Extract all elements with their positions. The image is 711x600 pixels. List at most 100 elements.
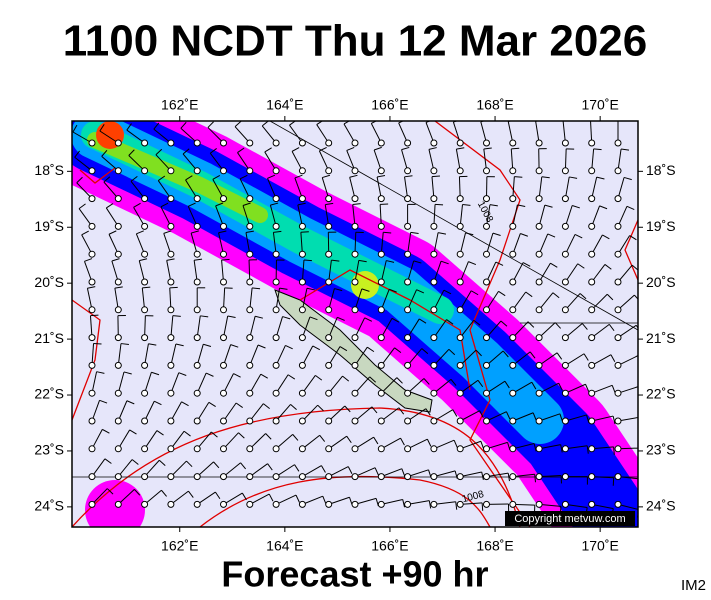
barb-staff <box>458 176 461 199</box>
barb-staff <box>590 121 593 144</box>
barb-staff <box>300 232 303 255</box>
station <box>377 500 385 508</box>
barb-staff <box>564 176 570 199</box>
barb-flag <box>639 479 640 487</box>
station <box>351 500 359 508</box>
station <box>88 445 96 453</box>
barb-flag <box>517 204 526 208</box>
barb-staff <box>117 371 125 394</box>
barb-flag <box>446 319 454 325</box>
station <box>456 445 464 453</box>
station <box>561 195 569 203</box>
barb-flag <box>480 441 485 449</box>
station <box>141 473 149 481</box>
barb-flag <box>209 148 217 154</box>
barb-flag <box>470 290 479 296</box>
station <box>614 195 622 203</box>
station <box>483 195 490 203</box>
barb-flag <box>205 372 214 377</box>
station <box>193 278 201 286</box>
station <box>483 500 490 508</box>
station <box>246 389 254 397</box>
station <box>88 167 96 175</box>
barb-staff <box>328 405 346 422</box>
station <box>535 306 543 314</box>
barb-flag <box>579 293 587 300</box>
barb-flag <box>291 147 300 152</box>
barb-staff <box>86 288 93 310</box>
station <box>404 195 412 203</box>
barb-flag <box>322 174 331 179</box>
title: 1100 NCDT Thu 12 Mar 2026 <box>63 17 647 66</box>
barb-flag <box>522 262 531 267</box>
barb-flag <box>533 443 537 452</box>
barb-flag <box>423 378 430 385</box>
station <box>456 306 464 314</box>
barb-flag <box>290 404 297 411</box>
barb-flag <box>367 346 375 353</box>
station <box>141 417 149 425</box>
barb-staff <box>376 176 382 199</box>
barb-staff <box>407 438 428 450</box>
barb-flag <box>560 444 563 453</box>
station <box>430 500 438 508</box>
station <box>535 445 543 453</box>
barb-staff <box>144 430 158 450</box>
station <box>193 222 201 230</box>
station <box>272 334 280 342</box>
barb-flag <box>139 258 148 262</box>
barb-flag <box>635 325 638 329</box>
barb-staff <box>433 348 450 366</box>
station <box>88 500 96 508</box>
barb-staff <box>144 489 162 505</box>
barb-staff <box>433 261 442 283</box>
barb-staff <box>111 260 119 283</box>
barb-flag <box>349 174 358 178</box>
station <box>588 473 596 481</box>
barb-staff <box>354 288 363 310</box>
station <box>298 306 306 314</box>
y-tick-label: 23˚S <box>34 442 64 458</box>
barb-flag <box>218 230 227 234</box>
barb-staff <box>328 346 341 366</box>
station <box>220 306 227 314</box>
barb-flag <box>344 405 351 413</box>
station <box>298 278 306 286</box>
barb-staff <box>459 204 463 227</box>
barb-staff <box>538 205 546 227</box>
barb-flag <box>129 429 137 435</box>
barb-staff <box>153 128 172 144</box>
barb-staff <box>452 121 461 144</box>
barb-staff <box>539 474 562 478</box>
barb-staff <box>354 467 376 478</box>
barb-flag <box>581 323 588 330</box>
station <box>141 361 149 369</box>
barb-staff <box>564 205 573 227</box>
barb-staff <box>381 468 403 478</box>
barb-flag <box>273 230 282 233</box>
barb-flag <box>230 344 239 348</box>
station <box>456 500 464 508</box>
barb-flag <box>394 347 402 354</box>
station <box>298 222 306 230</box>
barb-staff <box>349 177 356 199</box>
station <box>509 250 517 258</box>
barb-staff <box>404 176 409 199</box>
station <box>614 306 622 314</box>
barb-flag <box>623 176 632 181</box>
barb-flag <box>190 230 199 234</box>
station <box>509 361 517 369</box>
station <box>325 445 333 453</box>
barb-staff <box>301 288 308 310</box>
barb-staff <box>72 131 93 144</box>
barb-flag <box>401 468 406 477</box>
barb-flag <box>237 147 245 153</box>
barb-staff <box>275 494 297 505</box>
barb-staff <box>133 207 146 227</box>
barb-staff <box>538 413 561 422</box>
station <box>246 167 254 175</box>
station <box>404 389 412 397</box>
barb-staff <box>81 234 93 255</box>
barb-staff <box>237 152 251 172</box>
